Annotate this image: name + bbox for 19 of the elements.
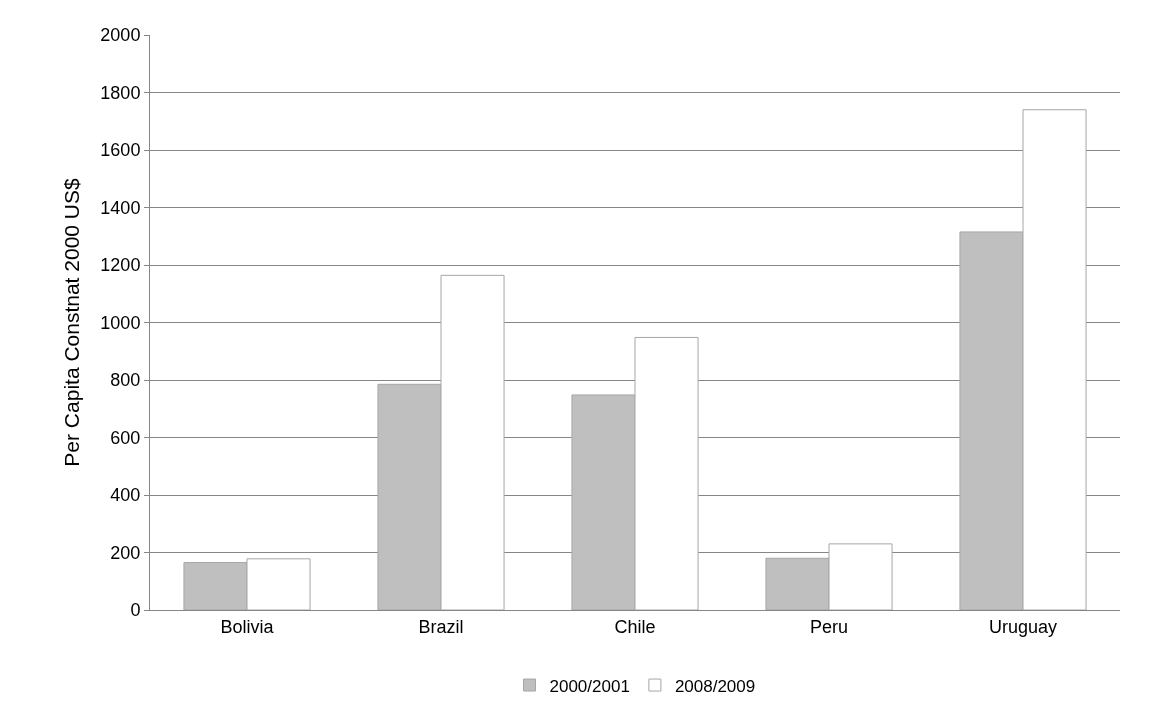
y-tick-label: 0 bbox=[130, 600, 141, 621]
x-tick-label: Bolivia bbox=[220, 616, 275, 637]
y-tick-label: 1000 bbox=[100, 312, 141, 333]
legend-label: 2008/2009 bbox=[674, 676, 756, 696]
y-tick-label: 800 bbox=[110, 370, 141, 391]
y-tick-label: 600 bbox=[110, 427, 141, 448]
y-tick-label: 1600 bbox=[100, 140, 141, 161]
y-tick-label: 400 bbox=[110, 485, 141, 506]
x-tick-label: Peru bbox=[809, 616, 849, 637]
y-tick-label: 1200 bbox=[100, 255, 141, 276]
y-tick-label: 1800 bbox=[100, 82, 141, 103]
y-tick-label: 200 bbox=[110, 542, 141, 563]
x-tick-label: Uruguay bbox=[988, 616, 1058, 637]
x-tick-label: Chile bbox=[614, 616, 656, 637]
y-tick-label: 1400 bbox=[100, 197, 141, 218]
legend-label: 2000/2001 bbox=[549, 676, 630, 696]
y-axis-title: Per Capita Constnat 2000 US$ bbox=[59, 178, 83, 467]
y-tick-label: 2000 bbox=[100, 25, 141, 46]
x-tick-label: Brazil bbox=[418, 616, 464, 637]
